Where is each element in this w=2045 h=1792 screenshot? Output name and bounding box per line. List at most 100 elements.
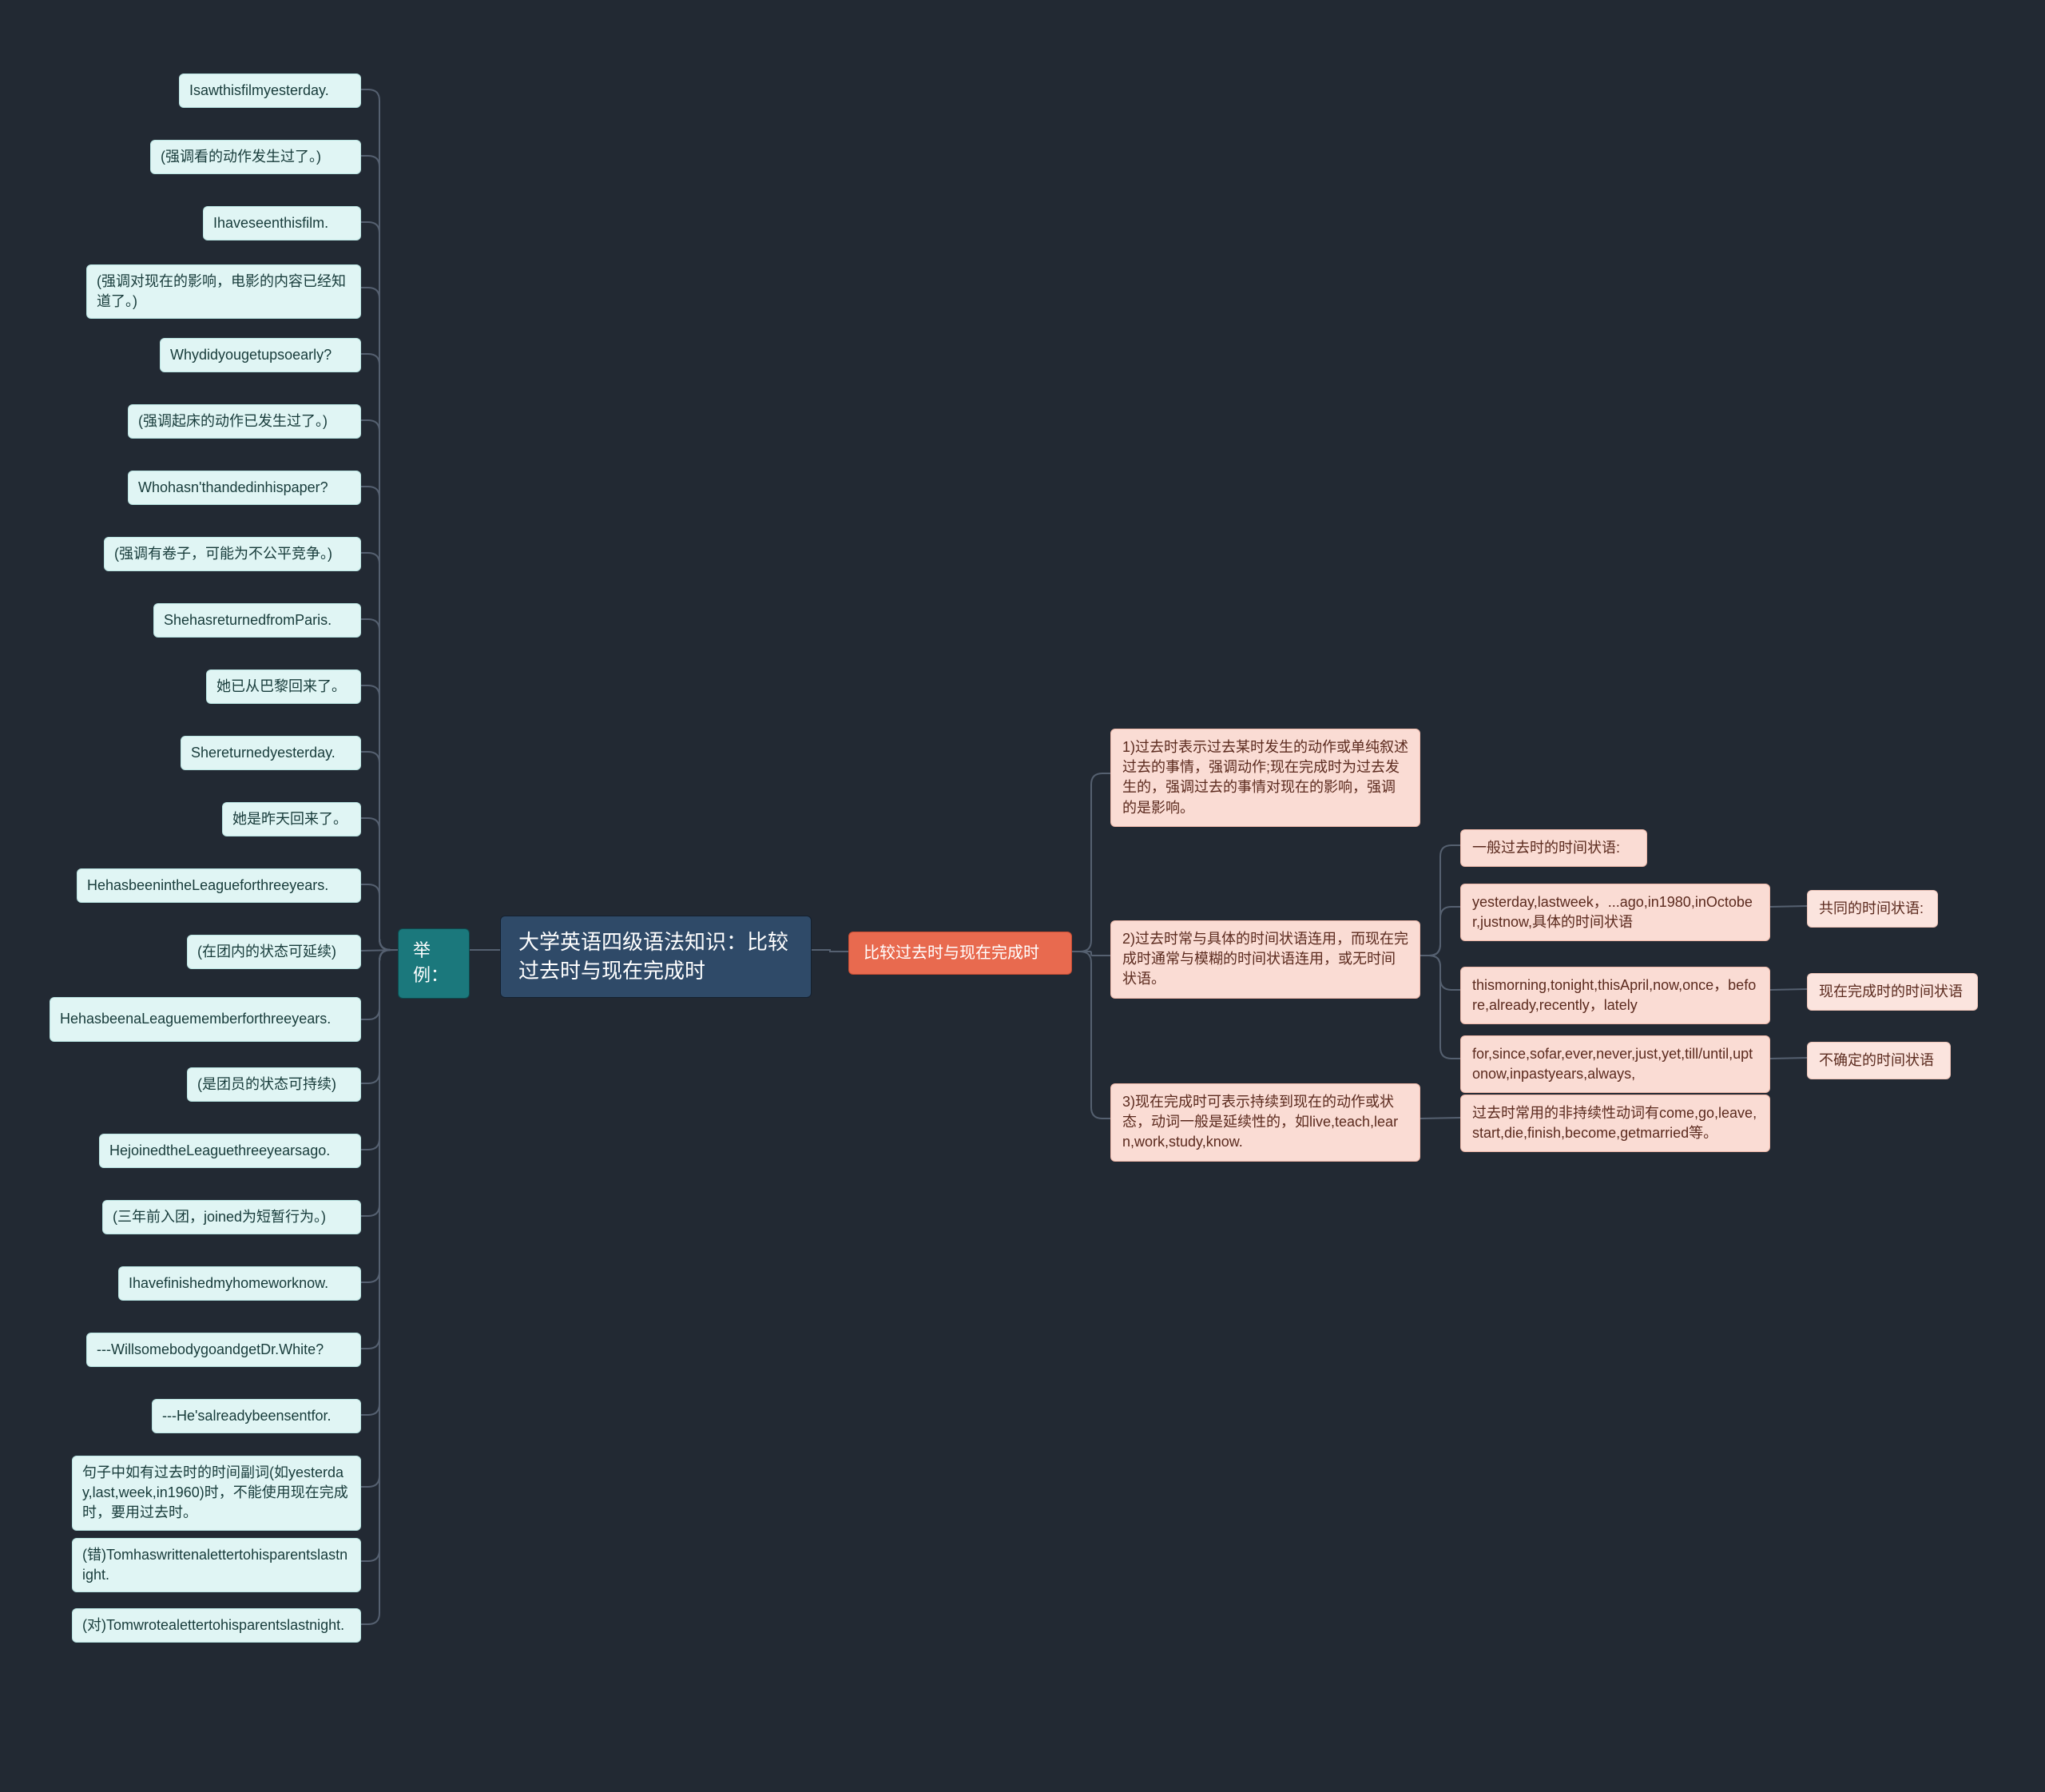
edge-R2b-R3_1 bbox=[1420, 845, 1460, 956]
node-label: (是团员的状态可持续) bbox=[197, 1075, 336, 1095]
node-L20[interactable]: ---WillsomebodygoandgetDr.White? bbox=[86, 1333, 361, 1367]
node-L16[interactable]: (是团员的状态可持续) bbox=[187, 1067, 361, 1102]
node-R4_3[interactable]: 现在完成时的时间状语 bbox=[1807, 973, 1978, 1011]
node-label: 一般过去时的时间状语: bbox=[1472, 838, 1620, 858]
edge-R2c-R3c bbox=[1420, 1118, 1460, 1119]
node-L21[interactable]: ---He'salreadybeensentfor. bbox=[152, 1399, 361, 1433]
node-left1[interactable]: 举例： bbox=[398, 928, 470, 999]
edge-left1-L19 bbox=[361, 950, 398, 1282]
node-label: HehasbeenintheLeagueforthreeyears. bbox=[87, 876, 328, 896]
node-label: ShehasreturnedfromParis. bbox=[164, 610, 332, 630]
node-label: 她是昨天回来了。 bbox=[232, 809, 347, 829]
node-L10[interactable]: 她已从巴黎回来了。 bbox=[206, 670, 361, 704]
node-label: yesterday,lastweek，...ago,in1980,inOctob… bbox=[1472, 892, 1758, 932]
node-label: HejoinedtheLeaguethreeyearsago. bbox=[109, 1141, 330, 1161]
edge-R3_3-R4_3 bbox=[1770, 989, 1807, 990]
edge-R3_2-R4_2 bbox=[1770, 906, 1807, 907]
node-label: 举例： bbox=[413, 939, 455, 988]
edge-right1-R2a bbox=[1072, 773, 1110, 952]
edge-R2b-R3_3 bbox=[1420, 956, 1460, 990]
edge-left1-L12 bbox=[361, 818, 398, 950]
node-label: (在团内的状态可延续) bbox=[197, 942, 336, 962]
node-L24[interactable]: (对)Tomwrotealettertohisparentslastnight. bbox=[72, 1608, 361, 1643]
edge-left1-L13 bbox=[361, 884, 398, 950]
node-R3c[interactable]: 过去时常用的非持续性动词有come,go,leave,start,die,fin… bbox=[1460, 1095, 1770, 1152]
edge-left1-L17 bbox=[361, 950, 398, 1150]
node-label: (三年前入团，joined为短暂行为。) bbox=[113, 1207, 326, 1227]
node-label: Ihaveseenthisfilm. bbox=[213, 213, 328, 233]
node-R3_3[interactable]: thismorning,tonight,thisApril,now,once，b… bbox=[1460, 967, 1770, 1024]
node-R3_4[interactable]: for,since,sofar,ever,never,just,yet,till… bbox=[1460, 1035, 1770, 1093]
node-L18[interactable]: (三年前入团，joined为短暂行为。) bbox=[102, 1200, 361, 1234]
edge-left1-L24 bbox=[361, 950, 398, 1624]
node-label: ---WillsomebodygoandgetDr.White? bbox=[97, 1340, 324, 1360]
edge-right1-R2c bbox=[1072, 952, 1110, 1119]
node-R2c[interactable]: 3)现在完成时可表示持续到现在的动作或状态，动词一般是延续性的，如live,te… bbox=[1110, 1083, 1420, 1162]
node-L8[interactable]: (强调有卷子，可能为不公平竞争。) bbox=[104, 537, 361, 571]
node-label: 比较过去时与现在完成时 bbox=[864, 942, 1039, 964]
node-L12[interactable]: 她是昨天回来了。 bbox=[222, 802, 361, 836]
node-R2a[interactable]: 1)过去时表示过去某时发生的动作或单纯叙述过去的事情，强调动作;现在完成时为过去… bbox=[1110, 729, 1420, 827]
edge-left1-L11 bbox=[361, 752, 398, 950]
edge-left1-L9 bbox=[361, 619, 398, 950]
node-label: 不确定的时间状语 bbox=[1819, 1051, 1934, 1071]
node-L11[interactable]: Shereturnedyesterday. bbox=[181, 736, 361, 770]
node-label: (错)Tomhaswrittenalettertohisparentslastn… bbox=[82, 1545, 351, 1585]
edge-left1-L8 bbox=[361, 553, 398, 950]
node-label: Isawthisfilmyesterday. bbox=[189, 81, 329, 101]
node-L17[interactable]: HejoinedtheLeaguethreeyearsago. bbox=[99, 1134, 361, 1168]
node-L19[interactable]: Ihavefinishedmyhomeworknow. bbox=[118, 1266, 361, 1301]
edge-left1-L14 bbox=[361, 950, 398, 951]
node-label: 现在完成时的时间状语 bbox=[1819, 982, 1963, 1002]
node-L9[interactable]: ShehasreturnedfromParis. bbox=[153, 603, 361, 638]
node-L6[interactable]: (强调起床的动作已发生过了。) bbox=[128, 404, 361, 439]
edge-left1-L10 bbox=[361, 685, 398, 950]
edge-left1-L3 bbox=[361, 222, 398, 950]
node-L7[interactable]: Whohasn'thandedinhispaper? bbox=[128, 471, 361, 505]
edge-left1-L7 bbox=[361, 487, 398, 950]
edge-root-right1 bbox=[812, 950, 848, 952]
mindmap-canvas: 大学英语四级语法知识：比较过去时与现在完成时 举例： Isawthisfilmyes… bbox=[0, 0, 2045, 1792]
node-label: for,since,sofar,ever,never,just,yet,till… bbox=[1472, 1044, 1758, 1084]
edge-left1-L4 bbox=[361, 288, 398, 950]
node-label: 她已从巴黎回来了。 bbox=[216, 677, 346, 697]
node-label: Whydidyougetupsoearly? bbox=[170, 345, 332, 365]
node-label: 过去时常用的非持续性动词有come,go,leave,start,die,fin… bbox=[1472, 1103, 1758, 1143]
node-label: Whohasn'thandedinhispaper? bbox=[138, 478, 328, 498]
node-label: (强调起床的动作已发生过了。) bbox=[138, 411, 328, 431]
node-R4_4[interactable]: 不确定的时间状语 bbox=[1807, 1042, 1951, 1079]
node-label: HehasbeenaLeaguememberforthreeyears. bbox=[60, 1009, 331, 1029]
edge-left1-L1 bbox=[361, 89, 398, 950]
edge-left1-L22 bbox=[361, 950, 398, 1487]
node-L5[interactable]: Whydidyougetupsoearly? bbox=[160, 338, 361, 372]
node-label: Shereturnedyesterday. bbox=[191, 743, 336, 763]
edge-left1-L15 bbox=[361, 950, 398, 1019]
node-L3[interactable]: Ihaveseenthisfilm. bbox=[203, 206, 361, 240]
node-L2[interactable]: (强调看的动作发生过了。) bbox=[150, 140, 361, 174]
node-label: 3)现在完成时可表示持续到现在的动作或状态，动词一般是延续性的，如live,te… bbox=[1122, 1092, 1408, 1153]
edge-left1-L21 bbox=[361, 950, 398, 1415]
node-label: (强调看的动作发生过了。) bbox=[161, 147, 321, 167]
node-L22[interactable]: 句子中如有过去时的时间副词(如yesterday,last,week,in196… bbox=[72, 1456, 361, 1531]
node-L14[interactable]: (在团内的状态可延续) bbox=[187, 935, 361, 969]
node-label: ---He'salreadybeensentfor. bbox=[162, 1406, 332, 1426]
node-label: (强调有卷子，可能为不公平竞争。) bbox=[114, 544, 332, 564]
node-L15[interactable]: HehasbeenaLeaguememberforthreeyears. bbox=[50, 997, 361, 1042]
node-label: 大学英语四级语法知识：比较过去时与现在完成时 bbox=[518, 928, 793, 986]
node-label: 2)过去时常与具体的时间状语连用，而现在完成时通常与模糊的时间状语连用，或无时间… bbox=[1122, 929, 1408, 990]
node-R2b[interactable]: 2)过去时常与具体的时间状语连用，而现在完成时通常与模糊的时间状语连用，或无时间… bbox=[1110, 920, 1420, 999]
node-label: (对)Tomwrotealettertohisparentslastnight. bbox=[82, 1615, 344, 1635]
edge-R2b-R3_4 bbox=[1420, 956, 1460, 1059]
node-L1[interactable]: Isawthisfilmyesterday. bbox=[179, 74, 361, 108]
node-R3_1[interactable]: 一般过去时的时间状语: bbox=[1460, 829, 1647, 867]
node-label: thismorning,tonight,thisApril,now,once，b… bbox=[1472, 975, 1758, 1015]
node-L4[interactable]: (强调对现在的影响，电影的内容已经知道了。) bbox=[86, 264, 361, 319]
node-root[interactable]: 大学英语四级语法知识：比较过去时与现在完成时 bbox=[500, 916, 812, 998]
edge-left1-L5 bbox=[361, 354, 398, 950]
node-L13[interactable]: HehasbeenintheLeagueforthreeyears. bbox=[77, 868, 361, 903]
node-L23[interactable]: (错)Tomhaswrittenalettertohisparentslastn… bbox=[72, 1538, 361, 1592]
node-right1[interactable]: 比较过去时与现在完成时 bbox=[848, 932, 1072, 975]
node-label: Ihavefinishedmyhomeworknow. bbox=[129, 1273, 328, 1293]
node-R3_2[interactable]: yesterday,lastweek，...ago,in1980,inOctob… bbox=[1460, 884, 1770, 941]
node-R4_2[interactable]: 共同的时间状语: bbox=[1807, 890, 1938, 928]
